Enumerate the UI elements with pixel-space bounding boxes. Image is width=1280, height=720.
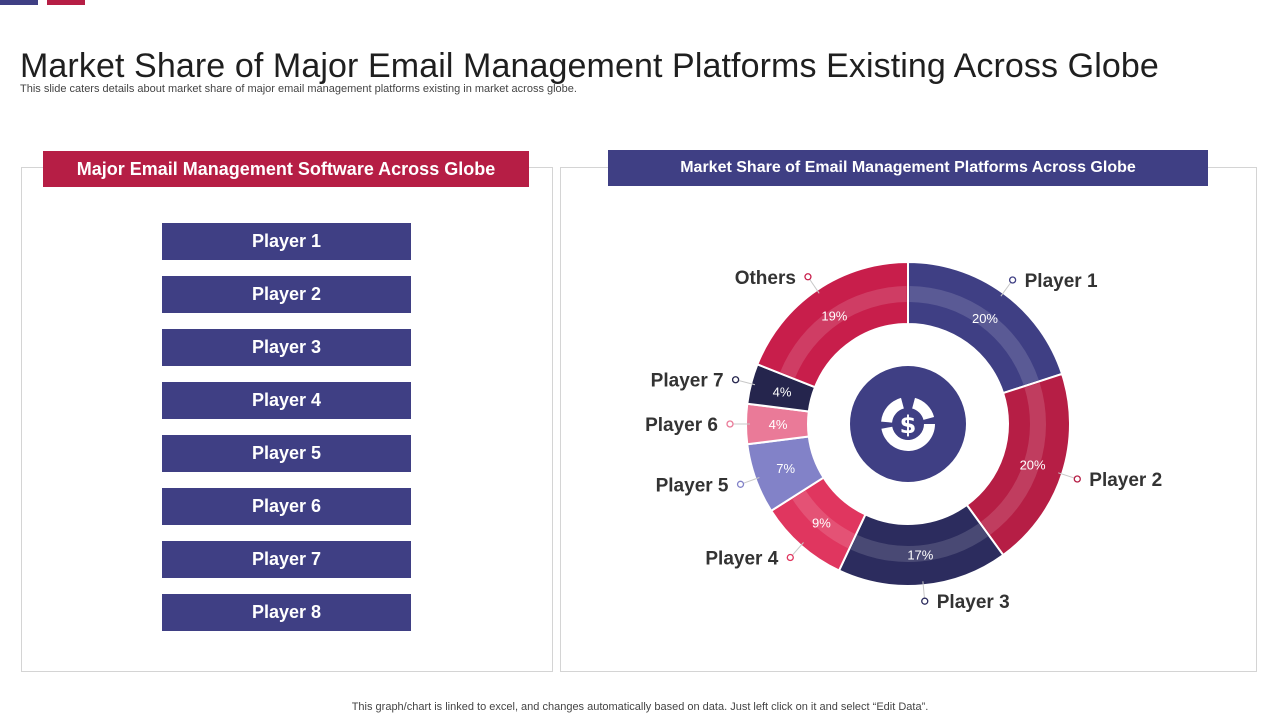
player-item-6: Player 6 <box>162 488 411 525</box>
percent-label-player-2: 20% <box>1020 457 1046 472</box>
percent-label-others: 19% <box>821 309 847 324</box>
category-label-player-5: Player 5 <box>656 475 729 496</box>
page-title: Market Share of Major Email Management P… <box>20 46 1159 85</box>
callout-dot-player-2 <box>1073 475 1081 483</box>
category-label-player-4: Player 4 <box>705 549 778 570</box>
page-subtitle: This slide caters details about market s… <box>20 83 577 95</box>
callout-dot-player-1 <box>1008 276 1017 284</box>
dollar-donut-icon: $ <box>881 397 935 451</box>
player-item-8: Player 8 <box>162 594 411 631</box>
icon-arc-2 <box>881 424 935 451</box>
category-label-player-3: Player 3 <box>937 592 1010 613</box>
slice-band-player-2 <box>980 382 1047 535</box>
player-item-4: Player 4 <box>162 382 411 419</box>
percent-label-player-6: 4% <box>769 417 788 432</box>
footer-note: This graph/chart is linked to excel, and… <box>351 701 929 713</box>
accent-bar-indigo <box>0 0 38 5</box>
percent-label-player-4: 9% <box>812 515 831 530</box>
percent-label-player-5: 7% <box>776 461 795 476</box>
dollar-sign-icon: $ <box>900 411 917 439</box>
percent-label-player-1: 20% <box>972 311 998 326</box>
player-item-3: Player 3 <box>162 329 411 366</box>
player-item-5: Player 5 <box>162 435 411 472</box>
percent-label-player-3: 17% <box>907 547 933 562</box>
category-label-others: Others <box>735 268 796 289</box>
slice-band-player-4 <box>792 490 855 549</box>
percent-label-player-7: 4% <box>773 385 792 400</box>
icon-arc-3 <box>881 397 904 423</box>
player-list: Player 1 Player 2 Player 3 Player 4 Play… <box>162 223 411 647</box>
software-list-header: Major Email Management Software Across G… <box>43 151 529 187</box>
icon-arc-1 <box>912 397 935 420</box>
slice-band-player-3 <box>850 523 988 562</box>
slice-band-player-1 <box>909 286 1039 386</box>
player-item-2: Player 2 <box>162 276 411 313</box>
category-label-player-6: Player 6 <box>645 415 718 436</box>
callout-dot-player-4 <box>786 553 794 562</box>
callout-dot-player-3 <box>921 597 929 605</box>
slice-band-others <box>780 286 907 378</box>
category-label-player-2: Player 2 <box>1089 470 1162 491</box>
callout-dot-player-5 <box>736 480 745 488</box>
center-circle <box>850 366 966 482</box>
player-item-7: Player 7 <box>162 541 411 578</box>
callout-dot-player-6 <box>726 420 734 428</box>
category-label-player-7: Player 7 <box>651 371 724 392</box>
callout-dot-player-7 <box>731 376 740 384</box>
slice-others <box>756 260 909 389</box>
chart-header: Market Share of Email Management Platfor… <box>608 150 1208 186</box>
player-item-1: Player 1 <box>162 223 411 260</box>
category-label-player-1: Player 1 <box>1025 271 1098 292</box>
accent-bar-crimson <box>47 0 85 5</box>
callout-dot-others <box>804 273 812 281</box>
